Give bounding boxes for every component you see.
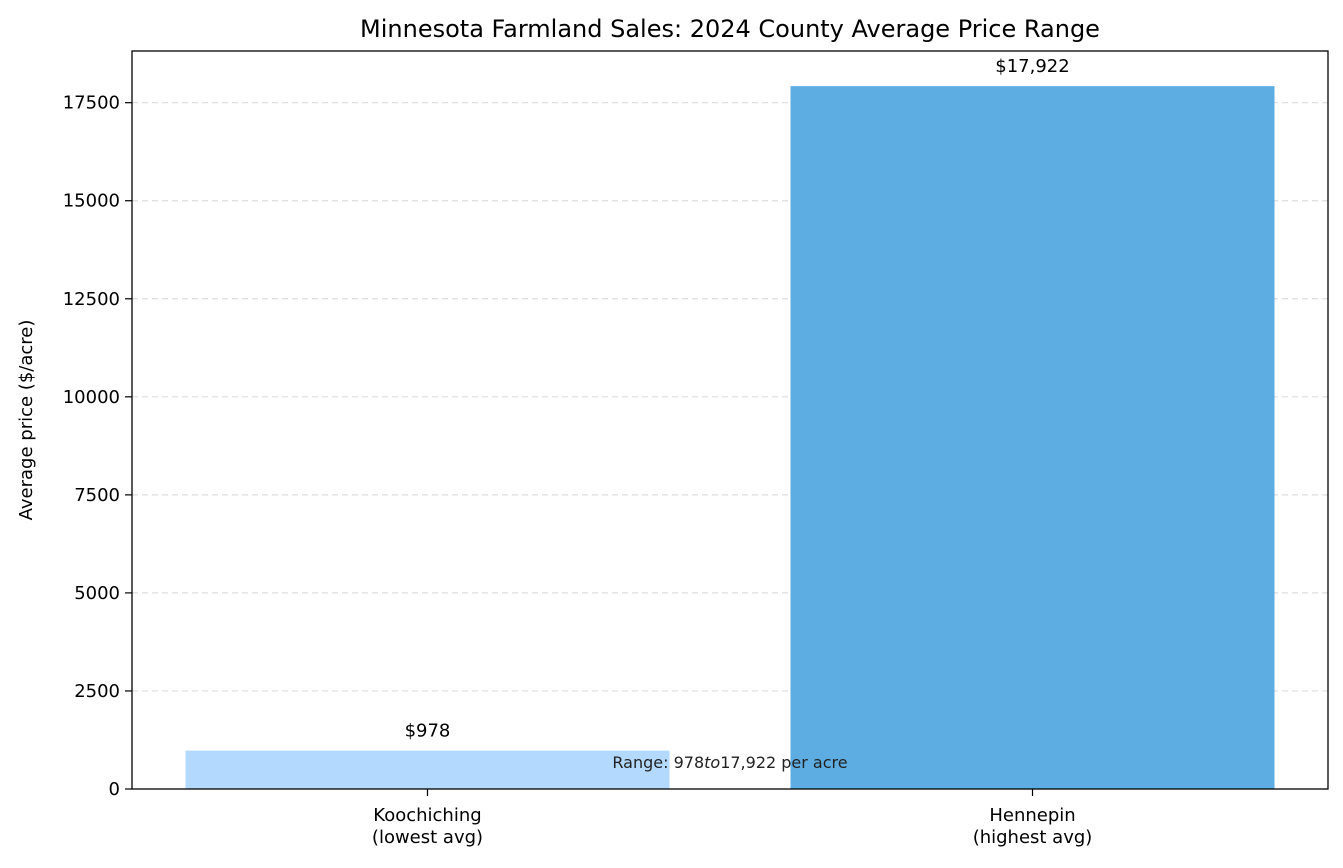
range-annotation: Range: 978to17,922 per acre xyxy=(612,753,847,772)
x-tick-label-line: (highest avg) xyxy=(973,827,1093,848)
range-annotation-suffix: 17,922 per acre xyxy=(720,753,847,772)
x-tick-label-line: Hennepin xyxy=(989,805,1075,826)
range-annotation-prefix: Range: 978 xyxy=(612,753,704,772)
y-tick-label: 12500 xyxy=(63,289,120,310)
x-axis: Koochiching (lowest avg) Hennepin (highest … xyxy=(372,789,1092,848)
y-tick-label: 10000 xyxy=(63,387,120,408)
y-tick-label: 17500 xyxy=(63,93,120,114)
y-axis: 0 2500 5000 7500 10000 12500 15000 17500 xyxy=(63,93,132,800)
bars: $978 $17,922 xyxy=(185,56,1275,790)
plot-frame xyxy=(131,50,1329,790)
range-annotation-italic: to xyxy=(704,753,720,772)
y-tick-label: 5000 xyxy=(74,583,120,604)
chart-title: Minnesota Farmland Sales: 2024 County Av… xyxy=(360,15,1100,43)
y-tick-label: 0 xyxy=(109,779,120,800)
bar xyxy=(185,750,670,789)
y-tick-label: 7500 xyxy=(74,485,120,506)
y-tick-label: 15000 xyxy=(63,191,120,212)
data-label: $978 xyxy=(405,721,451,742)
x-tick-label: Hennepin (highest avg) xyxy=(973,805,1093,848)
bar xyxy=(790,86,1275,790)
y-axis-label: Average price ($/acre) xyxy=(16,320,37,521)
x-tick-label-line: (lowest avg) xyxy=(372,827,483,848)
data-label: $17,922 xyxy=(995,56,1069,77)
x-tick-label-line: Koochiching xyxy=(373,805,481,826)
x-tick-label: Koochiching (lowest avg) xyxy=(372,805,483,848)
y-tick-label: 2500 xyxy=(74,681,120,702)
